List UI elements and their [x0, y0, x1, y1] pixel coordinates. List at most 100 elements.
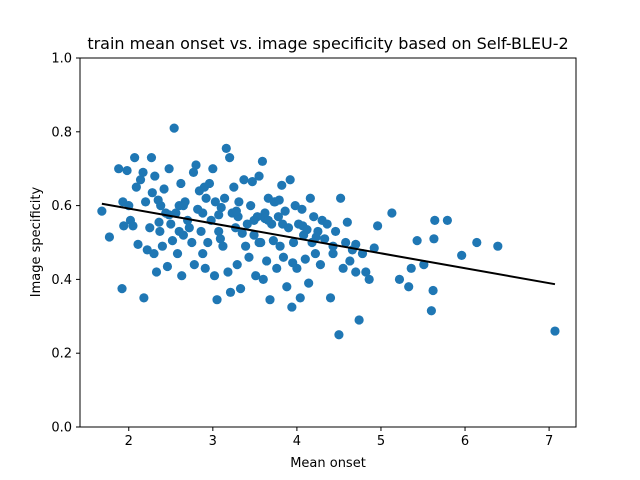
scatter-point: [172, 248, 183, 259]
scatter-point: [239, 175, 249, 185]
scatter-point: [187, 237, 197, 248]
scatter-point: [130, 153, 140, 163]
y-tick-label: 0.8: [51, 125, 72, 140]
scatter-point: [278, 252, 289, 262]
y-tick-label: 0.6: [51, 199, 72, 214]
scatter-point: [273, 212, 283, 222]
scatter-point: [311, 232, 321, 242]
scatter-point: [151, 267, 162, 277]
scatter-point: [412, 236, 422, 246]
y-tick-label: 0.4: [51, 273, 72, 288]
x-tick-label: 3: [209, 434, 217, 449]
scatter-point: [315, 260, 326, 270]
trendline-layer: [101, 202, 556, 286]
scatter-point: [394, 274, 405, 284]
scatter-point: [336, 193, 346, 203]
scatter-point: [430, 215, 440, 225]
scatter-point: [325, 293, 336, 303]
scatter-point: [282, 282, 292, 292]
scatter-point: [550, 326, 560, 336]
scatter-point: [373, 221, 383, 231]
scatter-point: [364, 274, 374, 284]
scatter-point: [258, 274, 268, 284]
scatter-point: [189, 260, 199, 270]
scatter-point: [128, 221, 138, 231]
scatter-point: [288, 237, 299, 248]
scatter-point: [221, 143, 231, 153]
scatter-point: [254, 237, 264, 248]
scatter-point: [406, 263, 416, 273]
scatter-point: [288, 258, 298, 268]
scatter-point: [220, 193, 230, 203]
plot-frame: [79, 57, 577, 428]
scatter-point: [154, 217, 164, 227]
scatter-point: [404, 282, 414, 292]
x-tick-label: 4: [293, 434, 301, 449]
scatter-point: [117, 284, 127, 294]
scatter-point: [216, 202, 226, 213]
scatter-point: [209, 271, 220, 281]
scatter-point: [149, 248, 159, 259]
scatter-point: [214, 210, 224, 220]
scatter-point: [162, 261, 173, 272]
scatter-point: [334, 330, 344, 340]
scatter-point: [295, 293, 305, 303]
scatter-point: [300, 254, 310, 264]
x-tick-label: 5: [377, 434, 385, 449]
scatter-point: [138, 167, 148, 177]
scatter-point: [262, 256, 272, 266]
scatter-point: [114, 164, 124, 174]
scatter-point: [249, 230, 259, 240]
scatter-point: [251, 271, 261, 281]
scatter-point: [232, 260, 242, 270]
scatter-point: [246, 201, 256, 211]
scatter-point: [133, 239, 143, 249]
scatter-point: [280, 206, 290, 216]
scatter-point: [131, 182, 141, 192]
scatter-point: [229, 182, 239, 192]
scatter-point: [341, 237, 351, 248]
scatter-point: [225, 287, 236, 297]
scatter-point: [231, 206, 241, 216]
scatter-point: [184, 223, 194, 233]
scatter-point: [305, 193, 315, 203]
scatter-point: [247, 177, 257, 187]
scatter-point: [122, 165, 132, 176]
scatter-point: [369, 243, 379, 253]
scatter-point: [156, 201, 166, 211]
scatter-point: [104, 232, 115, 242]
x-tick-label: 6: [461, 434, 469, 449]
scatter-point: [166, 219, 176, 229]
scatter-point: [298, 221, 308, 231]
scatter-point: [208, 164, 218, 174]
scatter-point: [191, 160, 201, 170]
scatter-point: [167, 236, 178, 246]
scatter-point: [345, 256, 355, 266]
scatter-point: [493, 241, 503, 251]
scatter-point: [145, 223, 155, 233]
scatter-point: [215, 234, 225, 244]
scatter-point: [457, 250, 467, 261]
scatter-point: [223, 267, 233, 277]
scatter-point: [249, 215, 259, 225]
scatter-point: [242, 219, 252, 229]
scatter-point: [198, 208, 208, 218]
scatter-point: [472, 237, 482, 248]
scatter-point: [342, 217, 352, 227]
scatter-point: [268, 236, 278, 246]
scatter-point: [177, 271, 187, 281]
scatter-point: [428, 285, 438, 296]
scatter-point: [285, 175, 295, 185]
scatter-point: [330, 226, 341, 237]
scatter-point: [338, 263, 348, 273]
scatter-point: [354, 315, 364, 325]
scatter-point: [351, 239, 361, 249]
scatter-point: [212, 295, 222, 305]
x-tick-label: 7: [545, 434, 553, 449]
scatter-point: [203, 237, 213, 248]
scatter-point: [322, 219, 332, 229]
scatter-point: [257, 156, 268, 166]
scatter-point: [278, 219, 288, 229]
scatter-point: [241, 241, 251, 251]
